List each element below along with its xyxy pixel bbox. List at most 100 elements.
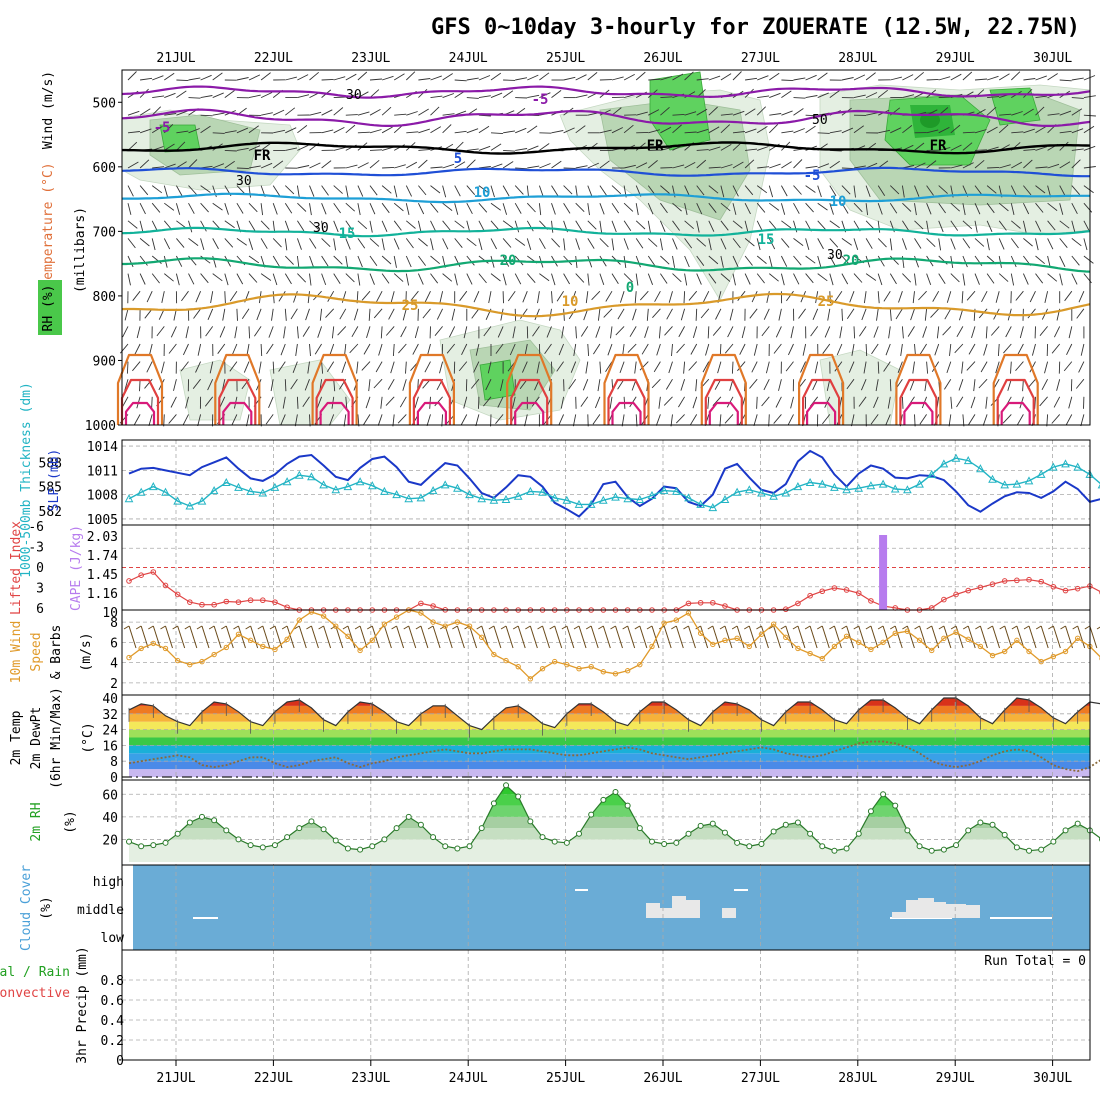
- wind-barb: [635, 71, 646, 81]
- wind-barb: [1068, 396, 1073, 409]
- wind-barb: [898, 291, 903, 303]
- wind-barb: [1011, 161, 1023, 169]
- wind-barb: [381, 220, 388, 232]
- wind-barb-10m-feather: [512, 625, 519, 630]
- wind-barb: [163, 255, 168, 268]
- wind-barb: [708, 146, 721, 151]
- wind-barb: [781, 238, 790, 248]
- wind-barb: [889, 273, 897, 285]
- wind-barb: [248, 145, 261, 151]
- wind-barb: [333, 107, 344, 116]
- date-label-top: 28JUL: [838, 51, 877, 66]
- wind-barb: [466, 159, 476, 169]
- wind-barb: [1034, 396, 1036, 409]
- wind-barb: [802, 343, 807, 356]
- wind-barb: [139, 238, 150, 247]
- wind-speed-marker: [466, 623, 473, 629]
- wind-barb: [448, 326, 456, 338]
- wind-barb: [1083, 185, 1094, 194]
- wind-barb: [156, 326, 165, 337]
- wind-barb: [810, 326, 819, 337]
- wind-barb: [514, 220, 520, 233]
- wind-barb: [998, 202, 1009, 212]
- rh-marker: [977, 819, 984, 826]
- wind-barb-10m-feather: [987, 625, 993, 630]
- wind-barb: [307, 291, 310, 304]
- wind-barb: [266, 343, 274, 355]
- wind-barb: [741, 326, 746, 339]
- cloud-middle-block: [946, 904, 966, 918]
- wind-speed-marker: [174, 657, 181, 664]
- wind-barb: [961, 361, 964, 374]
- wind-barb: [309, 162, 321, 169]
- wind-barb: [793, 159, 803, 169]
- wind-barb: [563, 76, 576, 81]
- wind-barb: [272, 273, 278, 286]
- wind-barb: [865, 92, 878, 99]
- wind-barb: [587, 343, 590, 357]
- wind-barb: [366, 326, 371, 339]
- wind-barb: [200, 273, 209, 284]
- wind-barb: [442, 113, 455, 116]
- wind-barb: [732, 110, 745, 116]
- wind-barb: [341, 361, 347, 374]
- wind-barb: [478, 255, 489, 264]
- date-label-top: 24JUL: [449, 51, 488, 66]
- wind-barb: [680, 308, 686, 321]
- wind-barb: [524, 343, 528, 356]
- li-marker: [782, 606, 789, 613]
- wind-barb: [575, 125, 586, 134]
- wind-barb-10m: [432, 625, 441, 649]
- thickness-marker: [428, 486, 438, 495]
- wind-barb: [648, 129, 661, 134]
- wind-barb: [575, 202, 585, 213]
- thickness-marker: [513, 491, 523, 500]
- wind-barb: [296, 255, 300, 268]
- wind-barb: [683, 291, 686, 304]
- wind-barb: [756, 273, 765, 284]
- wind-barb: [720, 238, 727, 250]
- wind-barb: [1035, 202, 1044, 213]
- rh-tick-label: 20: [102, 833, 118, 848]
- wind-barb: [635, 255, 641, 268]
- temp-band: [129, 745, 1090, 754]
- panel-bg-precip: [122, 950, 1090, 1060]
- wind-barb: [514, 238, 526, 246]
- wind-barb: [865, 72, 876, 81]
- wind-barb: [248, 202, 258, 213]
- wind-barb: [148, 343, 153, 356]
- temp-axis-label-a: 2m Temp: [9, 710, 24, 765]
- wind-barb: [1059, 161, 1071, 169]
- wind-barb: [824, 326, 831, 338]
- wind-barb: [926, 129, 939, 134]
- wind-barb: [534, 308, 540, 321]
- wind-barb: [309, 111, 322, 116]
- wind-barb: [490, 238, 497, 250]
- wind-barb: [599, 238, 609, 248]
- wind-barb: [672, 255, 676, 268]
- wind-barb: [663, 396, 673, 406]
- wind-barb: [124, 379, 129, 391]
- wind-barb: [490, 273, 501, 282]
- wind-barb: [889, 238, 893, 251]
- wind-barb: [636, 111, 648, 116]
- wind-barb: [648, 109, 660, 116]
- wind-barb: [998, 73, 1010, 81]
- thickness-marker: [769, 491, 778, 500]
- wind-barb: [853, 326, 856, 339]
- wind-speed-marker: [831, 643, 838, 650]
- wind-speed-marker: [187, 661, 193, 668]
- temp-contour-label: -5: [532, 92, 549, 108]
- date-label-bottom: 28JUL: [838, 1071, 877, 1086]
- panel-bg-wind10: [122, 610, 1090, 695]
- wind-barb: [175, 273, 180, 286]
- li-marker: [685, 600, 692, 607]
- wind-barb: [1078, 361, 1085, 373]
- thickness-marker: [671, 486, 681, 495]
- wind-barb: [356, 361, 359, 374]
- wind-barb: [398, 343, 407, 354]
- wind-barb: [188, 159, 198, 169]
- wind-barb: [912, 361, 915, 374]
- wind-barb: [164, 92, 176, 99]
- wind-barb: [805, 165, 818, 169]
